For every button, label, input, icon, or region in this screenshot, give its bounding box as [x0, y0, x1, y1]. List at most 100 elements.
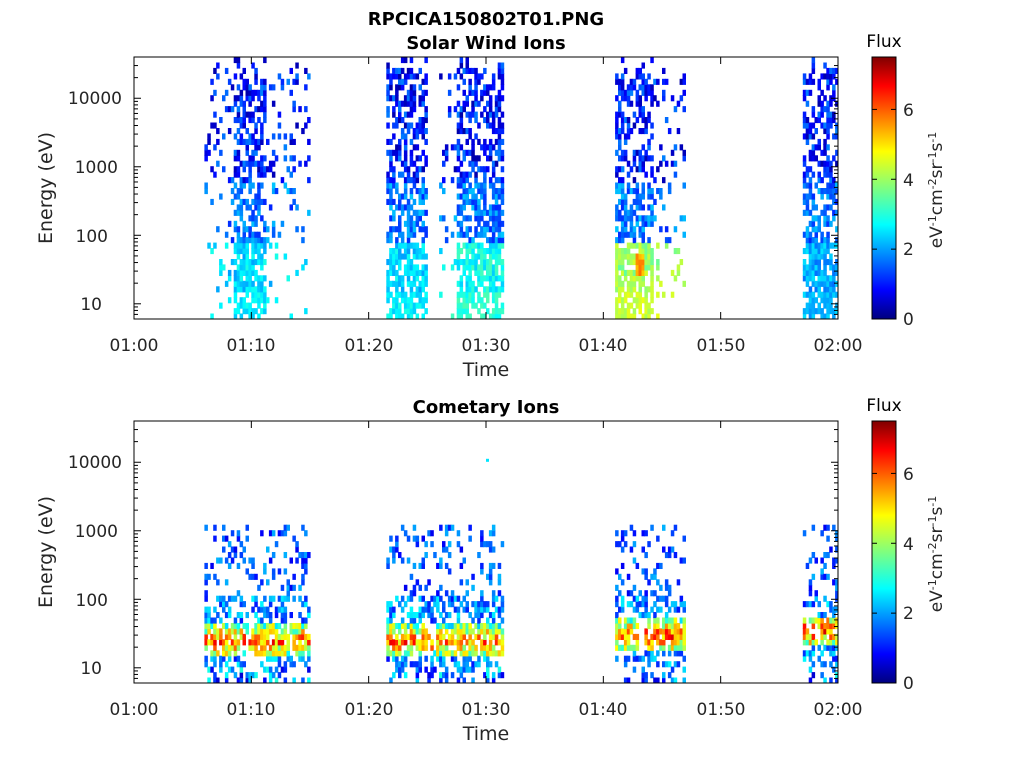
spectrogram-cell — [251, 149, 255, 156]
spectrogram-cell — [826, 308, 830, 315]
spectrogram-cell — [491, 677, 496, 683]
spectrogram-cell — [301, 237, 305, 244]
spectrogram-cell — [823, 149, 827, 156]
spectrogram-cell — [647, 541, 651, 548]
spectrogram-cell — [623, 226, 628, 233]
spectrogram-cell — [409, 573, 414, 580]
spectrogram-cell — [233, 644, 238, 651]
spectrogram-cell — [491, 117, 496, 124]
spectrogram-cell — [480, 601, 484, 608]
spectrogram-cell — [444, 650, 449, 657]
spectrogram-cell — [289, 188, 293, 195]
spectrogram-cell — [403, 650, 408, 657]
spectrogram-cell — [832, 644, 836, 651]
spectrogram-cell — [835, 584, 838, 591]
spectrogram-cell — [474, 650, 478, 657]
spectrogram-cell — [274, 541, 279, 548]
spectrogram-cell — [236, 237, 241, 244]
spectrogram-cell — [298, 633, 302, 640]
spectrogram-cell — [424, 628, 428, 635]
spectrogram-cell — [615, 617, 619, 624]
spectrogram-cell — [817, 117, 821, 124]
spectrogram-cell — [638, 100, 642, 107]
spectrogram-cell — [620, 530, 625, 537]
spectrogram-cell — [392, 623, 396, 630]
spectrogram-cell — [289, 628, 293, 635]
spectrogram-cell — [483, 193, 487, 200]
spectrogram-cell — [474, 633, 478, 640]
spectrogram-cell — [635, 595, 640, 602]
spectrogram-cell — [456, 633, 461, 640]
spectrogram-cell — [254, 672, 258, 679]
spectrogram-cell — [248, 308, 252, 315]
spectrogram-cell — [644, 677, 648, 683]
spectrogram-cell — [260, 601, 264, 608]
spectrogram-cell — [814, 215, 818, 222]
spectrogram-cell — [491, 291, 496, 298]
spectrogram-cell — [629, 253, 634, 260]
spectrogram-cell — [638, 269, 642, 276]
x-tick-label: 01:10 — [227, 336, 276, 356]
spectrogram-cell — [263, 308, 267, 315]
spectrogram-cell — [638, 248, 642, 255]
spectrogram-cell — [257, 639, 261, 646]
spectrogram-cell — [488, 144, 493, 151]
spectrogram-cell — [219, 666, 223, 673]
colorbar-tick-label: 2 — [903, 604, 914, 624]
spectrogram-cell — [277, 623, 282, 630]
spectrogram-cell — [805, 100, 810, 107]
spectrogram-cell — [477, 253, 481, 260]
spectrogram-cell — [488, 248, 493, 255]
spectrogram-cell — [656, 562, 660, 569]
spectrogram-cell — [213, 111, 217, 118]
spectrogram-cell — [653, 612, 657, 619]
spectrogram-cell — [251, 89, 255, 96]
spectrogram-cell — [474, 84, 478, 91]
spectrogram-cell — [805, 302, 810, 309]
spectrogram-cell — [647, 639, 651, 646]
spectrogram-cell — [618, 209, 622, 216]
spectrogram-cell — [271, 623, 276, 630]
spectrogram-cell — [644, 149, 648, 156]
spectrogram-cell — [406, 204, 411, 211]
spectrogram-cell — [635, 188, 640, 195]
spectrogram-cell — [254, 573, 258, 580]
spectrogram-cell — [251, 644, 255, 651]
spectrogram-cell — [497, 209, 502, 216]
spectrogram-cell — [406, 177, 411, 184]
spectrogram-cell — [826, 182, 830, 189]
spectrogram-cell — [236, 166, 241, 173]
spectrogram-cell — [477, 623, 481, 630]
spectrogram-cell — [623, 253, 628, 260]
spectrogram-cell — [216, 612, 220, 619]
spectrogram-cell — [418, 661, 422, 668]
spectrogram-cell — [477, 231, 481, 238]
spectrogram-cell — [820, 617, 824, 624]
spectrogram-cell — [620, 215, 625, 222]
spectrogram-cell — [811, 111, 816, 118]
spectrogram-cell — [409, 89, 414, 96]
spectrogram-cell — [266, 297, 270, 304]
spectrogram-cell — [395, 149, 399, 156]
spectrogram-cell — [829, 677, 833, 683]
spectrogram-cell — [480, 590, 484, 597]
spectrogram-cell — [415, 264, 420, 271]
spectrogram-cell — [204, 579, 208, 586]
spectrogram-cell — [418, 188, 422, 195]
spectrogram-cell — [251, 138, 255, 145]
spectrogram-cell — [462, 650, 466, 657]
spectrogram-cell — [406, 313, 411, 319]
spectrogram-cell — [421, 166, 425, 173]
spectrogram-cell — [468, 188, 472, 195]
y-tick-label: 10000 — [68, 453, 122, 473]
spectrogram-cell — [468, 269, 472, 276]
spectrogram-cell — [465, 177, 469, 184]
spectrogram-cell — [233, 628, 238, 635]
spectrogram-cell — [277, 231, 282, 238]
spectrogram-cell — [257, 242, 261, 249]
spectrogram-cell — [242, 242, 246, 249]
spectrogram-cell — [400, 209, 405, 216]
spectrogram-cell — [820, 291, 824, 298]
spectrogram-cell — [679, 595, 684, 602]
spectrogram-cell — [656, 595, 660, 602]
